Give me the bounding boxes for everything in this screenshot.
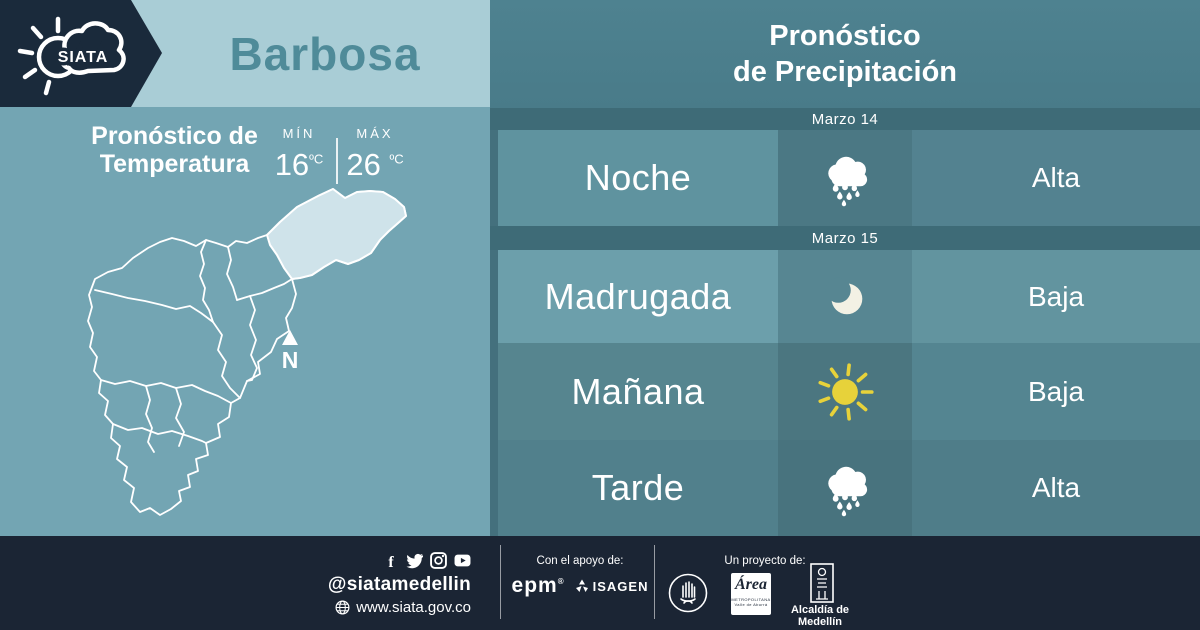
temperature-panel <box>0 107 490 536</box>
max-temperature: MÁX 26 ºC <box>346 125 404 182</box>
support-label: Con el apoyo de: <box>536 555 624 567</box>
level-value-tarde: Alta <box>912 440 1200 536</box>
period-label-madrugada: Madrugada <box>498 250 778 343</box>
temperature-title: Pronóstico de Temperatura <box>91 122 258 178</box>
instagram-icon <box>430 552 447 569</box>
temperature-minmax: MÍN 16ºC MÁX 26 ºC <box>268 124 406 184</box>
period-label-manana: Mañana <box>498 343 778 440</box>
date-strip-marzo-14: Marzo 14 <box>490 108 1200 130</box>
precipitation-header: Pronóstico de Precipitación <box>490 0 1200 108</box>
twitter-icon <box>406 553 423 569</box>
precipitation-title-line2: de Precipitación <box>732 56 957 88</box>
footer: f @siatamedellin <box>0 536 1200 630</box>
svg-text:SIATA: SIATA <box>58 49 109 66</box>
siata-logo-icon: SIATA <box>17 16 126 96</box>
social-block: f @siatamedellin <box>328 552 471 616</box>
compass-north: N <box>282 330 299 373</box>
svg-text:f: f <box>388 554 394 569</box>
moon-icon <box>778 250 912 343</box>
municipality-map: N <box>87 188 407 516</box>
precipitation-title-line1: Pronóstico <box>769 19 921 52</box>
footer-divider-1 <box>500 545 501 619</box>
period-label-noche: Noche <box>498 130 778 226</box>
period-label-tarde: Tarde <box>498 440 778 536</box>
university-seal-icon <box>668 573 708 613</box>
project-label: Un proyecto de: <box>724 555 806 567</box>
compass-label: N <box>282 347 299 373</box>
level-value-noche: Alta <box>912 130 1200 226</box>
facebook-icon: f <box>388 554 394 569</box>
epm-logo: epm® <box>511 574 565 597</box>
minmax-divider <box>336 138 338 184</box>
footer-divider-2 <box>654 545 655 619</box>
sun-icon <box>778 343 912 440</box>
level-value-madrugada: Baja <box>912 250 1200 343</box>
website-url: www.siata.gov.co <box>356 599 471 616</box>
location-title: Barbosa <box>229 27 421 80</box>
youtube-icon <box>454 554 471 567</box>
alcaldia-emblem-icon <box>810 563 834 603</box>
globe-icon <box>335 600 350 615</box>
alcaldia-label: Alcaldía de Medellín <box>790 604 850 628</box>
level-value-manana: Baja <box>912 343 1200 440</box>
min-temperature: MÍN 16ºC <box>274 125 324 182</box>
highlighted-municipality-barbosa <box>266 188 407 280</box>
social-handle: @siatamedellin <box>327 574 471 595</box>
area-metropolitana-logo: Área METROPOLITANA Valle de Aburrá <box>731 573 771 615</box>
isagen-logo: ISAGEN <box>575 579 649 594</box>
rain-cloud-icon <box>778 440 912 536</box>
isagen-mark-icon <box>575 579 588 592</box>
rain-cloud-icon <box>778 130 912 226</box>
date-strip-marzo-15: Marzo 15 <box>490 226 1200 250</box>
siata-logo-flag: SIATA <box>0 0 162 107</box>
